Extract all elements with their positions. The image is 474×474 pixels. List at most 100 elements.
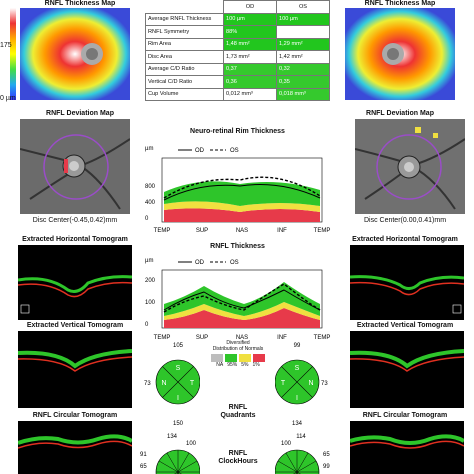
legend-label: 95%	[227, 362, 238, 368]
rnfl-xlabel: TEMP	[314, 335, 331, 341]
rim-legend-od: OD	[195, 148, 205, 154]
right-circ-title: RNFL Circular Tomogram	[362, 412, 448, 419]
legend-swatch-5	[239, 354, 251, 362]
right-circ-tomogram	[350, 421, 464, 474]
svg-text:I: I	[296, 395, 298, 402]
rim-band-yellow	[164, 201, 320, 212]
left-thickness-scale	[10, 8, 16, 100]
rim-ytick: 400	[145, 200, 156, 206]
rnfl-xlabel: TEMP	[154, 335, 171, 341]
rnfl-xlabel: INF	[277, 335, 287, 341]
col-os: OS	[276, 0, 330, 14]
os-clock-top: 114	[296, 434, 306, 440]
legend-label: NA	[216, 362, 224, 368]
rnfl-band-yellow	[164, 302, 320, 320]
rnfl-ytick: 0	[145, 322, 149, 328]
od-clock-left2: 65	[140, 464, 147, 470]
rnfl-chart: µm 200 100 0 OD OS TEMP SUP NAS INF TEMP	[145, 258, 331, 341]
os-clockhours-chart: 114 100 65 99	[275, 434, 330, 474]
od-quad-top: 105	[173, 343, 184, 349]
table-row: Vertical C/D Ratio 0,36 0,35	[145, 75, 330, 89]
rnfl-chart-title: RNFL Thickness	[210, 243, 265, 250]
rim-xlabel: NAS	[236, 228, 248, 234]
svg-text:T: T	[190, 380, 195, 387]
table-row: Disc Area 1,73 mm² 1,42 mm²	[145, 50, 330, 64]
left-horiz-title: Extracted Horizontal Tomogram	[22, 236, 128, 243]
os-clock-top2: 100	[281, 441, 292, 447]
left-circ-title: RNFL Circular Tomogram	[32, 412, 118, 419]
clock-title1: RNFL	[228, 450, 248, 457]
os-quad-right: 73	[321, 381, 328, 387]
left-scale-max: 175	[0, 42, 12, 49]
rnfl-band-red	[164, 308, 320, 328]
od-clock-top2: 100	[186, 441, 197, 447]
od-quad-bottom: 150	[173, 421, 184, 427]
svg-text:N: N	[161, 380, 166, 387]
right-vert-tomogram	[350, 331, 464, 408]
rnfl-series-os	[163, 283, 321, 313]
quadrants-title2: Quadrants	[220, 412, 256, 419]
legend-label: 5%	[241, 362, 249, 368]
clock-title2: ClockHours	[218, 458, 258, 465]
rnfl-series-od	[163, 289, 321, 311]
os-quad-top: 99	[294, 343, 301, 349]
rim-xlabel: TEMP	[314, 228, 331, 234]
od-clock-top: 134	[167, 434, 178, 440]
rnfl-xlabel: SUP	[196, 335, 208, 341]
right-deviation-map	[355, 119, 465, 214]
rim-series-os	[163, 176, 321, 199]
od-clockhours-chart: 134 100 91 65	[140, 434, 200, 474]
os-quad-bottom: 134	[292, 421, 303, 427]
table-row: Cup Volume 0,012 mm³ 0,018 mm³	[145, 87, 330, 101]
legend-swatch-95	[225, 354, 237, 362]
left-thickness-title: RNFL Thickness Map	[44, 0, 116, 7]
rnfl-ytick: 100	[145, 300, 156, 306]
right-disc-center: Disc Center(0.00,0.41)mm	[363, 217, 447, 224]
legend-swatch-1	[253, 354, 265, 362]
rnfl-legend-od: OD	[195, 260, 205, 266]
right-vert-title: Extracted Vertical Tomogram	[356, 322, 454, 329]
right-deviation-title: RNFL Deviation Map	[366, 110, 434, 117]
rim-ytick: 0	[145, 216, 149, 222]
rim-chart-title: Neuro-retinal Rim Thickness	[190, 128, 285, 135]
table-row: Average RNFL Thickness 100 µm 100 µm	[145, 12, 330, 26]
left-circ-tomogram	[18, 421, 132, 474]
right-horiz-tomogram	[350, 245, 464, 320]
quadrants-title1: RNFL	[228, 404, 248, 411]
svg-text:T: T	[281, 380, 286, 387]
col-od: OD	[223, 0, 277, 14]
right-thickness-title: RNFL Thickness Map	[364, 0, 436, 7]
left-disc-center: Disc Center(-0.45,0.42)mm	[32, 217, 118, 224]
rim-band-red	[164, 208, 320, 222]
rim-xlabel: INF	[277, 228, 287, 234]
rnfl-ytick: 200	[145, 278, 156, 284]
os-quadrant-chart: 99 71 73 134 S T N I	[275, 343, 328, 427]
os-clock-right2: 99	[323, 464, 330, 470]
svg-text:S: S	[176, 365, 181, 372]
rim-legend-os: OS	[230, 148, 239, 154]
od-quadrant-chart: 105 73 71 150 S N T I	[144, 343, 200, 427]
normals-legend: Diversified Distribution of Normals NA 9…	[198, 340, 278, 374]
os-clock-right: 65	[323, 452, 330, 458]
right-thickness-map	[345, 8, 455, 100]
rim-chart: µm 800 400 0 OD OS TEMP SUP NAS INF TEMP	[145, 146, 331, 234]
quadrants-title: RNFL Quadrants	[200, 404, 276, 420]
left-scale-min: 0 µm	[0, 95, 16, 102]
left-thickness-map	[20, 8, 130, 100]
rnfl-xlabel: NAS	[236, 335, 248, 341]
rnfl-legend-os: OS	[230, 260, 239, 266]
od-clock-left: 91	[140, 452, 147, 458]
rnfl-unit: µm	[145, 258, 153, 264]
legend-swatch-na	[211, 354, 223, 362]
left-vert-title: Extracted Vertical Tomogram	[26, 322, 124, 329]
left-horiz-tomogram	[18, 245, 132, 320]
svg-text:S: S	[295, 365, 300, 372]
rim-series-od	[163, 184, 321, 201]
right-horiz-title: Extracted Horizontal Tomogram	[352, 236, 458, 243]
rim-ytick: 800	[145, 184, 156, 190]
table-row: RNFL Symmetry 88%	[145, 25, 330, 39]
clock-title: RNFL ClockHours	[200, 450, 276, 466]
svg-text:N: N	[308, 380, 313, 387]
left-vert-tomogram	[18, 331, 132, 408]
legend-label: 1%	[252, 362, 260, 368]
